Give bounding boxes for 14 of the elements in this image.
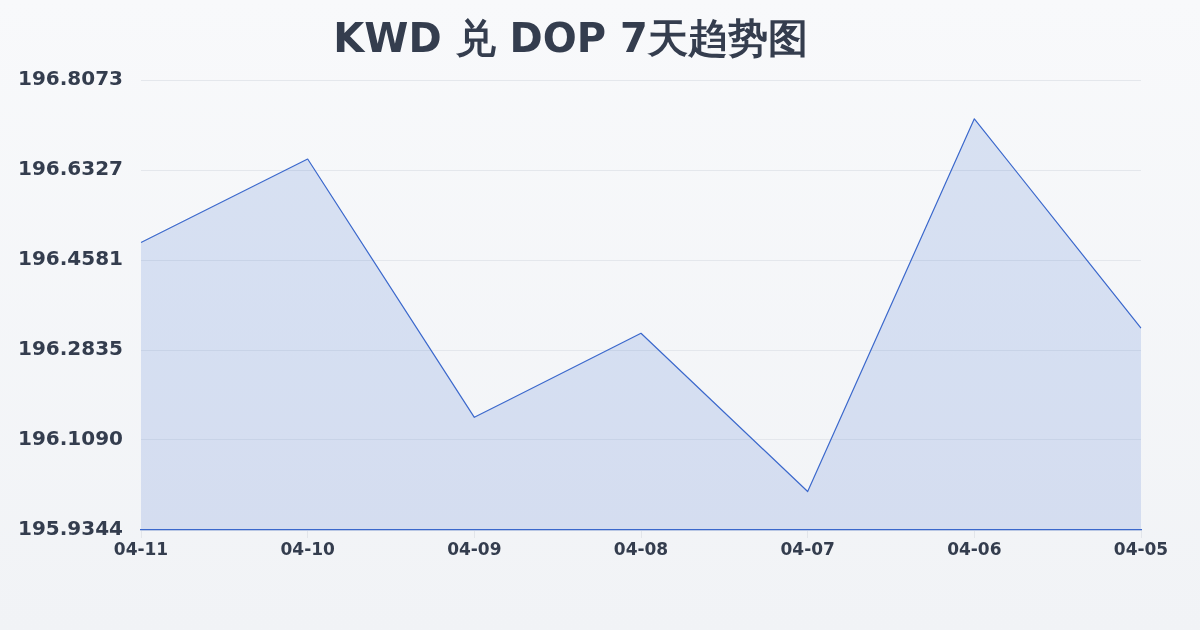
y-tick-label: 196.4581 <box>17 246 123 271</box>
x-tick-label: 04-06 <box>947 538 1002 559</box>
x-tick-label: 04-08 <box>613 538 669 559</box>
x-tick-label: 04-07 <box>780 538 835 559</box>
y-tick-label: 196.8073 <box>17 66 123 91</box>
x-tick-label: 04-11 <box>113 538 169 559</box>
y-tick-label: 196.6327 <box>17 156 123 181</box>
y-tick-label: 196.1090 <box>17 426 123 451</box>
y-tick-label: 196.2835 <box>17 336 123 361</box>
x-tick-label: 04-09 <box>447 538 502 559</box>
y-tick-label: 195.9344 <box>17 516 123 541</box>
chart-title: KWD 兑 DOP 7天趋势图 <box>333 15 808 62</box>
x-tick-label: 04-10 <box>280 538 336 559</box>
x-tick-label: 04-05 <box>1113 538 1169 559</box>
